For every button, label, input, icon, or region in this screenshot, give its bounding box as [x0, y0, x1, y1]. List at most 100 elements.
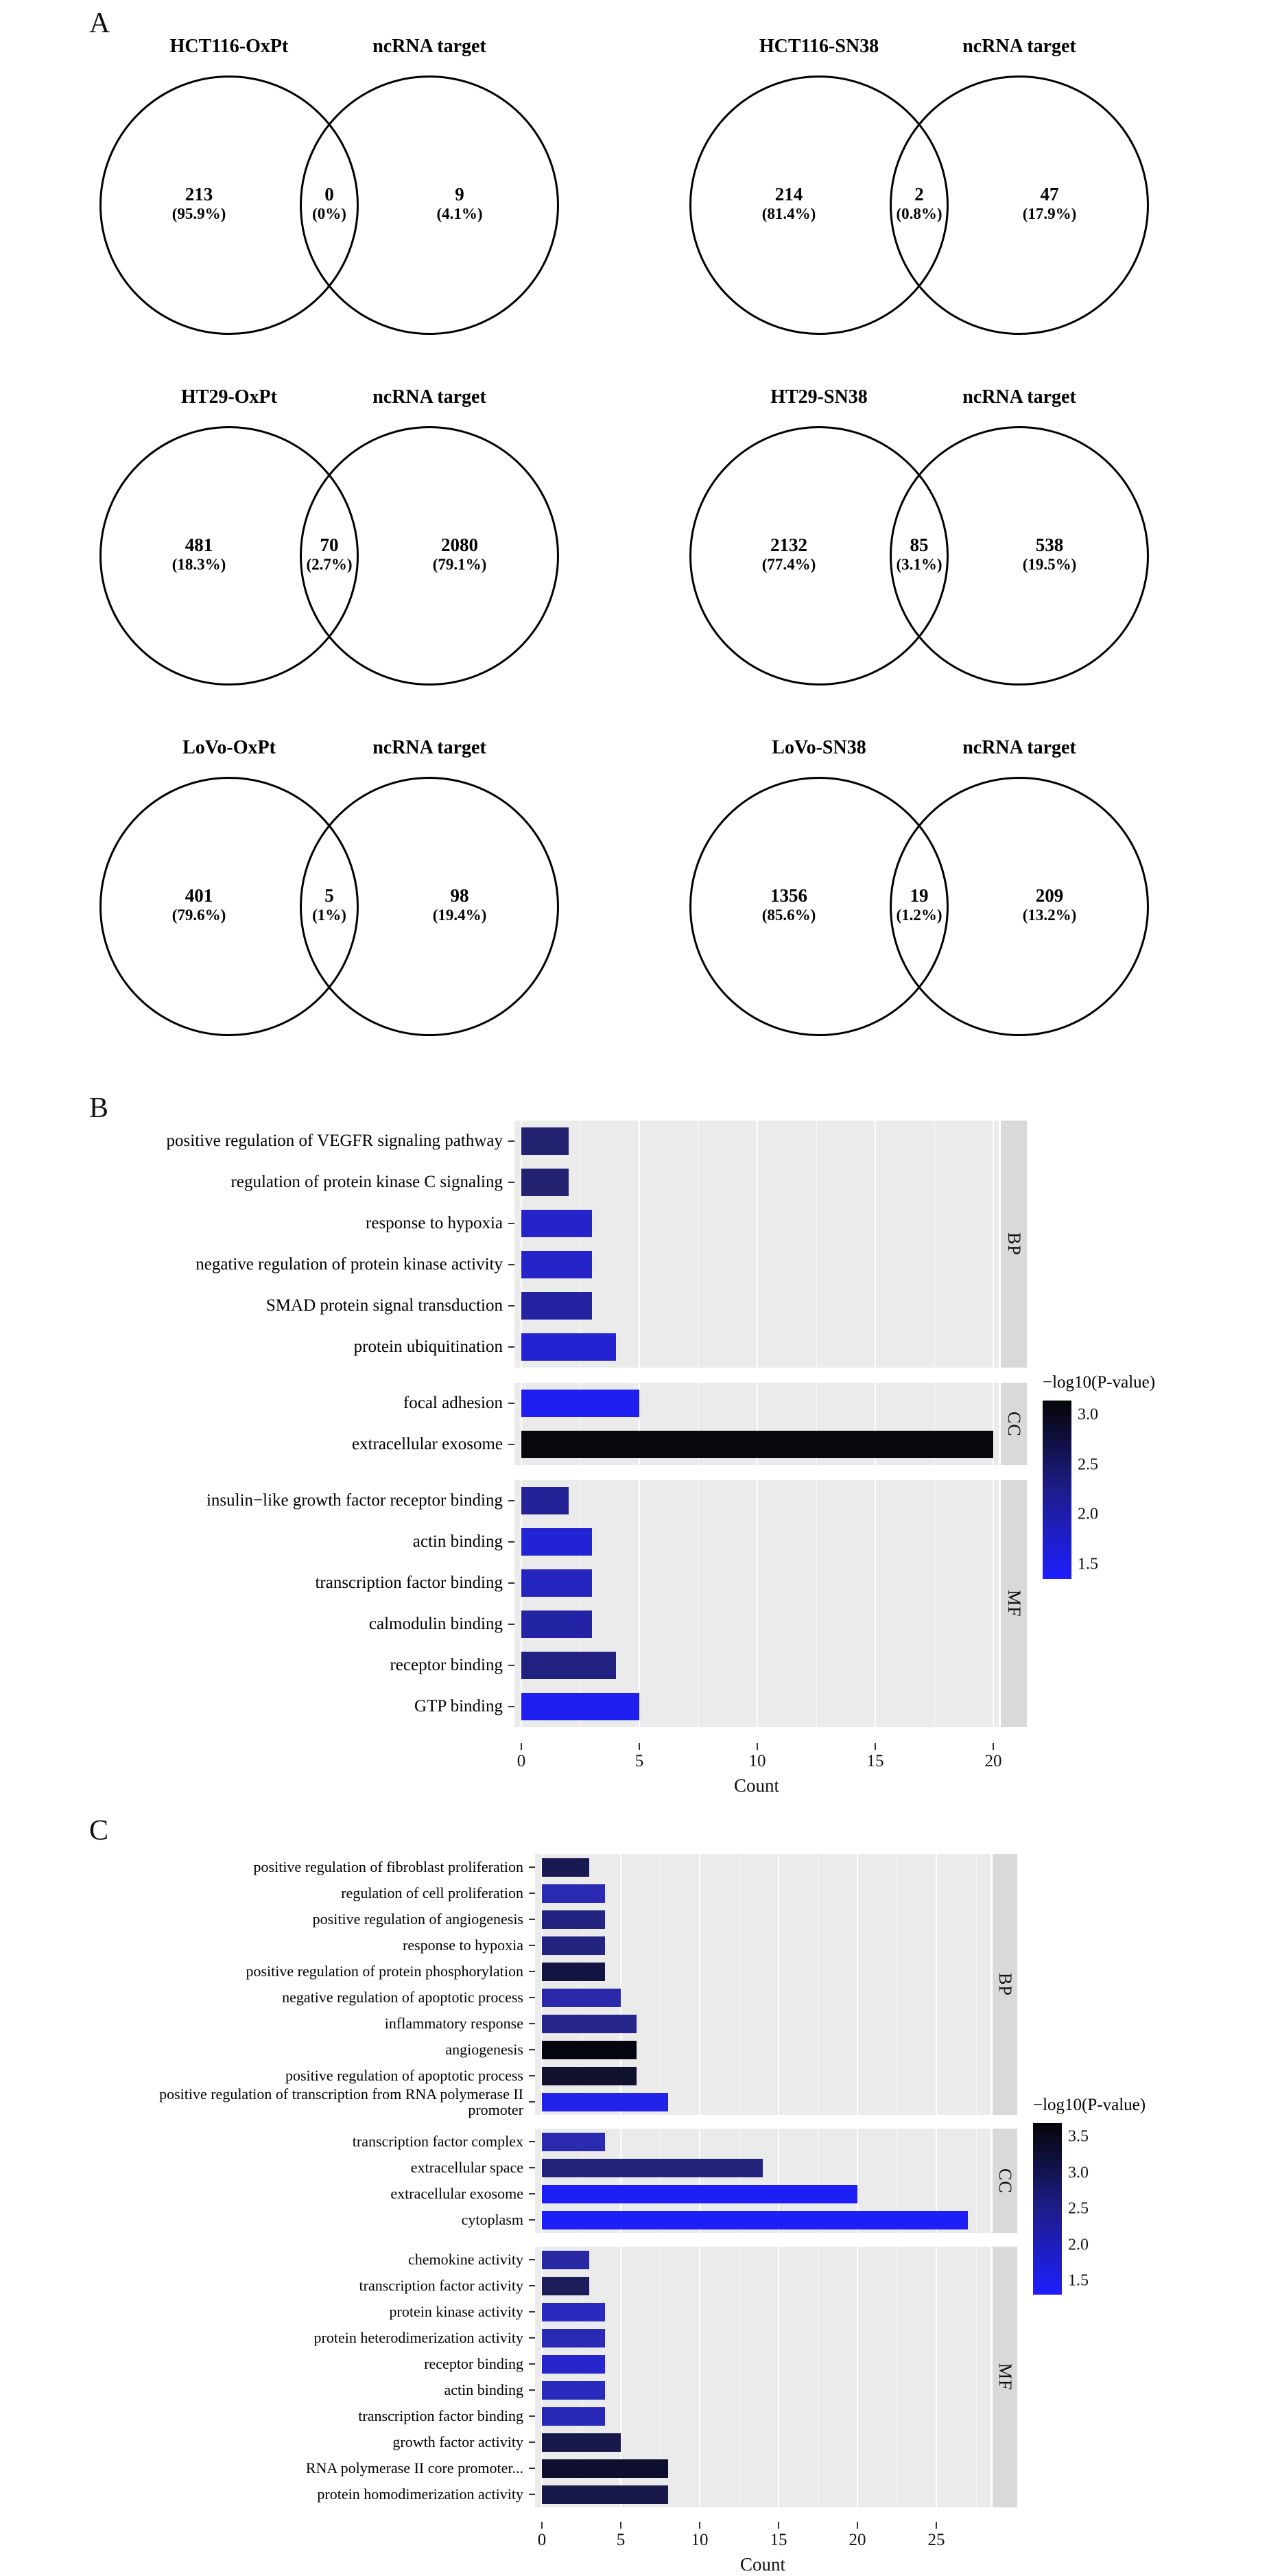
gridline-major — [521, 1383, 522, 1465]
venn-overlap-value: 2 (0.8%) — [875, 184, 964, 222]
bar — [521, 1487, 569, 1514]
x-tick-mark — [541, 2522, 543, 2529]
gridline-minor — [698, 1121, 699, 1368]
legend-colorbar — [1043, 1401, 1071, 1579]
bar — [521, 1528, 593, 1556]
gridline-major — [936, 2247, 937, 2507]
y-axis-label: positive regulation of apoptotic process — [285, 2067, 523, 2085]
gridline-major — [620, 2129, 621, 2233]
venn-count: 209 — [1035, 885, 1064, 906]
bar — [521, 1390, 639, 1417]
gridline-major — [875, 1480, 876, 1727]
x-tick-label: 5 — [634, 1752, 644, 1770]
bar — [521, 1431, 993, 1458]
y-axis-labels: focal adhesion extracellular exosome — [103, 1383, 514, 1465]
gridline-minor — [975, 2129, 977, 2233]
x-tick-label: 0 — [537, 2531, 547, 2549]
y-axis-label-row: extracellular exosome — [103, 1424, 514, 1465]
x-tick-mark — [699, 2522, 700, 2529]
bar — [542, 1936, 605, 1955]
venn-area: 481 (18.3%) 70 (2.7%) 2080 (79.1%) — [62, 426, 597, 690]
bar — [521, 1611, 593, 1638]
venn-left-set-title: HT29-OxPt — [181, 386, 277, 408]
y-axis-label-row: inflammatory response — [103, 2011, 535, 2037]
y-axis-labels: transcription factor complex extracellula… — [103, 2129, 535, 2233]
y-axis-label-row: extracellular exosome — [103, 2181, 535, 2207]
venn-overlap-value: 70 (2.7%) — [285, 535, 374, 573]
bar — [542, 1962, 605, 1981]
venn-percent: (81.4%) — [761, 205, 816, 223]
bar — [521, 1569, 593, 1597]
venn-percent: (17.9%) — [1022, 205, 1077, 223]
y-axis-tick — [529, 2285, 535, 2286]
bar — [542, 1884, 605, 1903]
gridline-major — [541, 2129, 543, 2233]
gridline-minor — [897, 2129, 898, 2233]
bar-row — [514, 1521, 999, 1562]
y-axis-label-row: insulin−like growth factor receptor bind… — [103, 1480, 514, 1521]
venn-right-set-title: ncRNA target — [962, 386, 1076, 408]
y-axis-label: protein homodimerization activity — [317, 2485, 523, 2503]
legend-colorbar — [1033, 2123, 1062, 2295]
bar — [542, 2040, 637, 2059]
bar-row — [535, 2429, 991, 2455]
y-axis-tick — [529, 2468, 535, 2469]
venn-percent: (79.1%) — [432, 556, 487, 574]
legend-body: 3.5 3.0 2.5 2.0 1.5 — [1033, 2123, 1205, 2295]
venn-count: 401 — [185, 885, 213, 906]
venn-overlap-value: 85 (3.1%) — [875, 535, 964, 573]
y-axis-tick — [508, 1305, 514, 1307]
venn-left-only-value: 213 (95.9%) — [132, 184, 266, 222]
bar-row — [535, 2325, 991, 2351]
venn-count: 2080 — [441, 535, 478, 555]
gridline-minor — [818, 2247, 819, 2507]
y-axis-label-row: extracellular space — [103, 2155, 535, 2181]
venn-percent: (0%) — [312, 205, 346, 223]
bar — [542, 2014, 637, 2033]
x-tick-label: 15 — [866, 1752, 884, 1770]
bar-row — [514, 1203, 999, 1244]
bar — [542, 1988, 621, 2007]
bar — [542, 1910, 605, 1929]
bar-row — [535, 2037, 991, 2063]
bar-row — [514, 1424, 999, 1465]
y-axis-label-row: protein heterodimerization activity — [103, 2325, 535, 2351]
y-axis-label: extracellular exosome — [390, 2185, 523, 2203]
venn-percent: (3.1%) — [896, 556, 942, 574]
bar-row — [535, 2377, 991, 2403]
y-axis-label: focal adhesion — [403, 1393, 503, 1412]
gridline-major — [993, 1121, 994, 1368]
legend-tick-label: 2.5 — [1078, 1455, 1098, 1474]
x-axis-title: Count — [739, 2554, 785, 2575]
y-axis-label: protein heterodimerization activity — [313, 2329, 523, 2347]
panel-label-b: B — [89, 1092, 109, 1124]
y-axis-label: chemokine activity — [408, 2251, 523, 2269]
y-axis-tick — [529, 2311, 535, 2312]
y-axis-label-row: receptor binding — [103, 1645, 514, 1686]
bar-row — [535, 2299, 991, 2325]
y-axis-tick — [529, 2337, 535, 2339]
legend-tick-label: 2.0 — [1068, 2236, 1089, 2253]
legend-title: −log10(P-value) — [1033, 2096, 1146, 2114]
facet-row: positive regulation of fibroblast prolif… — [103, 1854, 1269, 2118]
bar — [542, 2459, 668, 2478]
y-axis-tick — [529, 2494, 535, 2495]
y-axis-label-row: protein kinase activity — [103, 2299, 535, 2325]
y-axis-tick — [529, 2141, 535, 2142]
facet-row: focal adhesion extracellular exosome CC — [103, 1383, 1269, 1465]
facet-strip-label: CC — [1004, 1411, 1024, 1437]
bar-row — [535, 2089, 991, 2115]
panel-a: A HCT116-OxPt ncRNA target 213 (95.9%) 0 (0%)… — [0, 0, 1269, 1079]
y-axis-tick — [529, 2049, 535, 2050]
venn-percent: (4.1%) — [436, 205, 483, 223]
x-tick-label: 20 — [849, 2531, 866, 2549]
bar-row — [514, 1604, 999, 1645]
y-axis-label: negative regulation of protein kinase ac… — [195, 1254, 503, 1274]
venn-area: 2132 (77.4%) 85 (3.1%) 538 (19.5%) — [652, 426, 1187, 690]
gridline-major — [620, 1854, 621, 2115]
gridline-minor — [934, 1383, 935, 1465]
gridline-major — [541, 2247, 543, 2507]
gridline-minor — [816, 1121, 817, 1368]
venn-percent: (0.8%) — [896, 205, 942, 223]
bar-row — [535, 2403, 991, 2429]
